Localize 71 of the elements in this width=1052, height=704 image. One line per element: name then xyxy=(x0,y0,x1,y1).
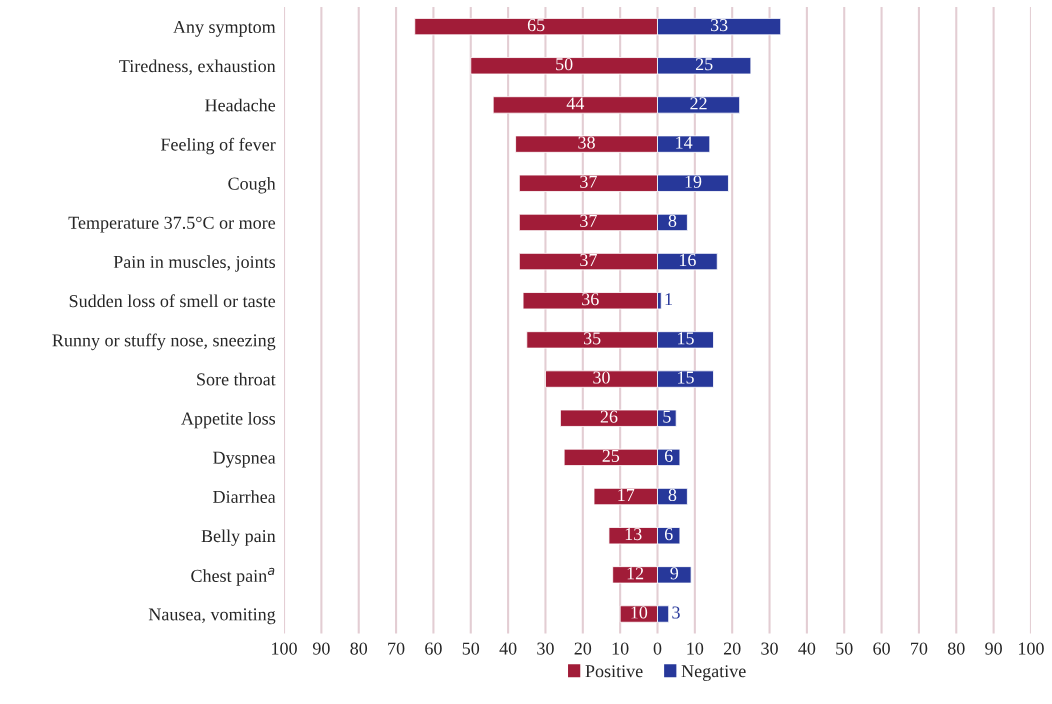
data-label: 8 xyxy=(668,214,677,227)
x-tick-label: 90 xyxy=(312,642,330,655)
data-label: 50 xyxy=(556,58,573,71)
data-label: 15 xyxy=(678,332,694,345)
data-label: 37 xyxy=(580,214,597,227)
y-tick-label: Headache xyxy=(205,98,276,112)
data-label: 38 xyxy=(578,136,595,149)
legend-label: Negative xyxy=(681,665,746,681)
y-tick-label: Dyspnea xyxy=(213,451,276,468)
data-label: 33 xyxy=(710,19,728,32)
data-label: 37 xyxy=(580,175,597,188)
y-tick-label: Nausea, vomiting xyxy=(148,608,276,625)
data-label: 17 xyxy=(618,488,635,501)
x-tick-label: 70 xyxy=(911,642,928,655)
data-label: 6 xyxy=(664,449,673,462)
data-label: 26 xyxy=(600,410,618,423)
data-label: 10 xyxy=(631,606,648,619)
x-tick-label: 10 xyxy=(612,642,629,655)
x-tick-label: 60 xyxy=(425,642,442,655)
x-tick-label: 40 xyxy=(499,642,517,655)
x-tick-label: 0 xyxy=(653,642,662,655)
y-tick-label: Belly pain xyxy=(201,529,276,546)
y-tick-label: Feeling of fever xyxy=(160,137,276,155)
data-label: 13 xyxy=(625,528,642,541)
y-tick-label: Temperature 37.5°C or more xyxy=(68,216,276,233)
x-tick-label: 100 xyxy=(272,642,297,655)
y-tick-label: Sudden loss of smell or taste xyxy=(69,294,276,308)
data-label: 1 xyxy=(665,293,672,306)
y-tick-label: Any symptom xyxy=(173,20,276,37)
y-tick-label: Diarrhea xyxy=(213,490,276,503)
x-tick-label: 50 xyxy=(836,642,853,655)
y-tick-label: Runny or stuffy nose, sneezing xyxy=(52,333,276,351)
data-label: 36 xyxy=(582,293,599,306)
y-tick-label: Chest pain$^{a}$ xyxy=(191,567,275,586)
x-tick-label: 100 xyxy=(1019,642,1044,655)
data-label: 19 xyxy=(685,175,702,188)
data-label: 8 xyxy=(668,488,677,502)
data-label: 30 xyxy=(593,371,610,384)
data-label: 12 xyxy=(627,567,644,580)
x-tick-label: 10 xyxy=(687,642,704,655)
x-tick-label: 30 xyxy=(761,642,778,655)
data-label: 9 xyxy=(670,567,679,580)
legend-label: Positive xyxy=(585,665,643,678)
x-tick-label: 40 xyxy=(798,642,816,655)
data-label: 65 xyxy=(527,19,545,32)
data-label: 16 xyxy=(679,253,696,267)
data-label: 14 xyxy=(676,136,693,149)
x-tick-label: 80 xyxy=(947,642,965,655)
y-tick-label: Cough xyxy=(228,177,276,194)
data-label: 37 xyxy=(580,253,597,267)
x-tick-label: 90 xyxy=(985,642,1002,655)
y-tick-label: Pain in muscles, joints xyxy=(113,255,276,272)
data-label: 44 xyxy=(566,97,585,110)
x-tick-label: 30 xyxy=(537,642,554,655)
x-tick-label: 70 xyxy=(388,642,405,655)
x-tick-label: 50 xyxy=(462,642,480,655)
data-label: 5 xyxy=(663,410,671,423)
data-label: 25 xyxy=(602,449,620,462)
data-label: 3 xyxy=(672,606,680,619)
data-label: 35 xyxy=(583,332,601,345)
x-tick-label: 80 xyxy=(350,642,368,655)
data-label: 15 xyxy=(678,371,694,384)
y-tick-label: Tiredness, exhaustion xyxy=(119,59,276,75)
data-label: 6 xyxy=(664,528,673,541)
x-tick-label: 20 xyxy=(723,642,741,655)
x-tick-label: 20 xyxy=(574,642,592,655)
data-label: 22 xyxy=(690,97,707,110)
data-label: 25 xyxy=(695,58,713,71)
x-tick-label: 60 xyxy=(873,642,890,655)
y-tick-label: Sore throat xyxy=(197,372,276,386)
y-tick-label: Appetite loss xyxy=(181,411,276,429)
